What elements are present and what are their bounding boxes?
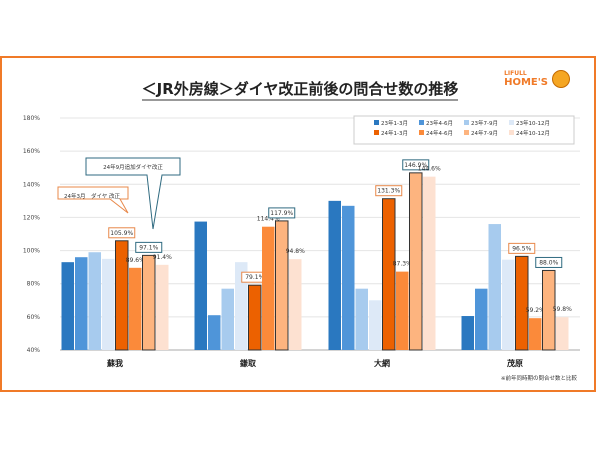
chart-title: ＜JR外房線＞ダイヤ改正前後の問合せ数の推移 [0,78,600,101]
bar [262,226,275,350]
legend-label: 24年1-3月 [381,129,408,137]
bar [475,288,488,350]
x-tick-label: 蘇我 [106,358,123,368]
footnote: ※前年同時期の問合せ数と比較 [501,374,578,382]
data-label: 146.9% [404,162,427,169]
bar [355,288,368,350]
legend-swatch [374,130,379,135]
bar [248,284,262,351]
legend-swatch [509,120,514,125]
bar [102,258,115,350]
legend-swatch [509,130,514,135]
y-tick-label: 120% [23,214,40,221]
data-label: 59.8% [553,306,572,313]
bar [396,271,409,350]
data-label: 79.1% [245,274,264,281]
bar [275,220,289,351]
data-label-box [535,256,563,268]
bar [542,269,556,351]
y-tick-label: 60% [27,314,41,321]
bar [129,267,142,350]
data-label: 89.6% [126,257,145,264]
annotation-callout [85,157,181,230]
annotation-text: 24年9月追加ダイヤ改正 [103,163,163,171]
data-label: 114.4% [257,216,280,223]
data-label: 87.3% [393,261,412,268]
bar [194,221,207,350]
legend-swatch [419,130,424,135]
logo-line1: LIFULL [504,70,527,77]
y-tick-label: 80% [27,281,41,288]
bar [142,254,156,351]
legend-swatch [419,120,424,125]
data-label: 105.9% [110,230,133,237]
y-tick-label: 180% [23,115,40,122]
legend-swatch [374,120,379,125]
bar [208,315,221,350]
bar [369,300,382,350]
bar [328,200,341,350]
data-label: 96.5% [512,245,531,252]
logo-line2: HOME'S [504,77,548,88]
bar [75,257,88,350]
bar [61,262,74,350]
bar [289,259,302,350]
legend-label: 23年1-3月 [381,119,408,127]
x-tick-label: 鎌取 [239,358,256,368]
bar [342,205,355,350]
x-tick-label: 大網 [374,358,390,368]
data-label-box [508,242,536,254]
y-tick-label: 140% [23,181,40,188]
legend-swatch [464,130,469,135]
bar [382,198,396,351]
bar [156,264,169,350]
legend-swatch [464,120,469,125]
data-label: 94.8% [286,248,305,255]
data-label-box [135,241,163,253]
bar [423,176,436,350]
bar [88,252,101,350]
bar [409,172,423,351]
legend-label: 23年7-9月 [471,119,498,127]
data-label: 144.6% [418,166,441,173]
y-tick-label: 160% [23,148,40,155]
legend-label: 24年4-6月 [426,129,453,137]
bar [221,288,234,350]
legend-label: 23年10-12月 [516,119,550,127]
y-tick-label: 40% [27,347,41,354]
legend-label: 24年10-12月 [516,129,550,137]
bar [115,240,129,351]
data-label: 131.3% [377,188,400,195]
data-label-box [108,227,136,239]
chart-title-text: ＜JR外房線＞ダイヤ改正前後の問合せ数の推移 [141,80,459,101]
data-label: 117.9% [270,210,293,217]
legend-label: 24年7-9月 [471,129,498,137]
data-label-box [402,159,430,171]
y-tick-label: 100% [23,248,40,255]
bar [488,224,501,350]
mascot-icon [552,70,570,88]
bar [235,262,248,350]
data-label: 91.4% [153,254,172,261]
brand-logo: LIFULL HOME'S [504,70,570,88]
data-label: 88.0% [539,259,558,266]
data-label-box [375,185,403,197]
data-label-box [268,207,296,219]
data-label: 59.2% [526,307,545,314]
annotation-text: 24年3月 ダイヤ 改正 [64,192,121,200]
annotation-callout [57,186,129,214]
bar [556,317,569,350]
data-label: 97.1% [139,244,158,251]
x-tick-label: 茂原 [507,358,523,368]
legend-label: 23年4-6月 [426,119,453,127]
bar [529,318,542,350]
bar [515,255,529,351]
bar [502,259,515,350]
bar [461,316,474,350]
